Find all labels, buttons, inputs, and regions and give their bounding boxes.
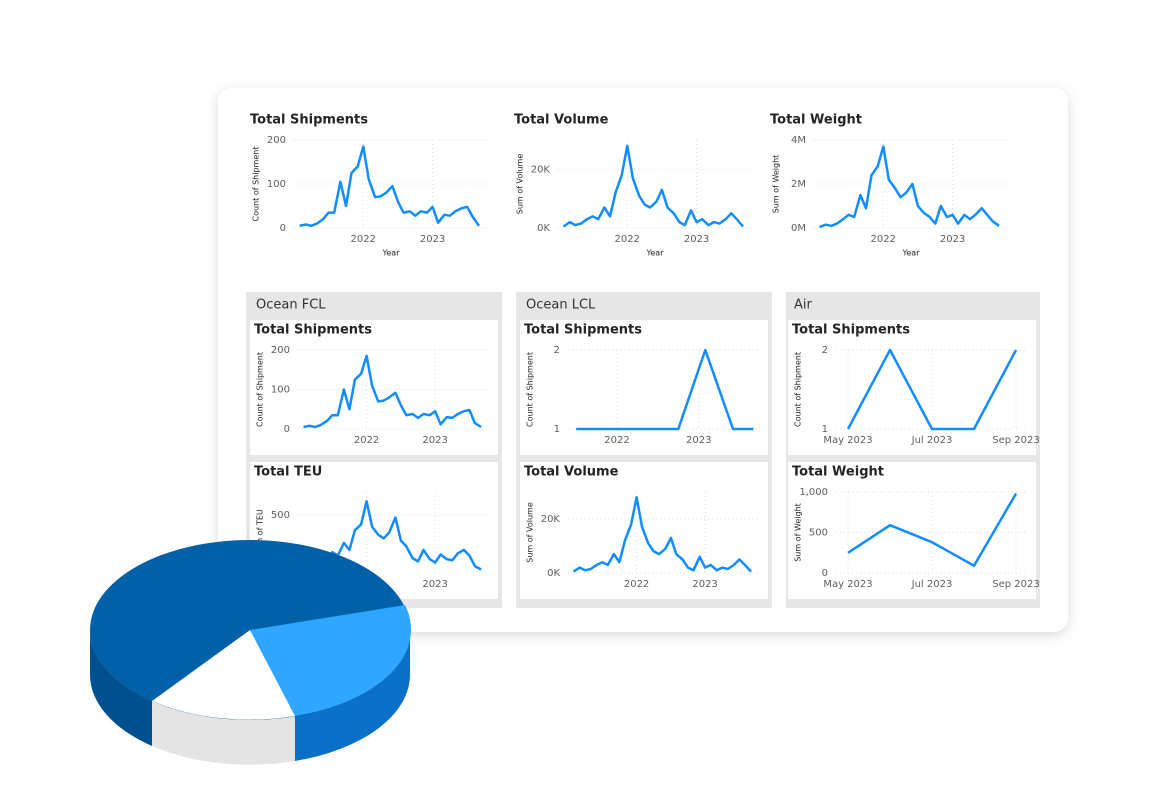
x-tick-label: 2022 xyxy=(871,234,896,245)
x-tick-label: 2023 xyxy=(684,234,709,245)
y-axis-title: Sum of TEU xyxy=(256,509,265,556)
x-tick-label: Sep 2023 xyxy=(992,435,1039,446)
data-line xyxy=(303,500,482,572)
y-tick-label: 1 xyxy=(822,424,828,435)
x-tick-label: 2023 xyxy=(420,234,445,245)
chart-title: Total Shipments xyxy=(254,323,372,338)
chart-card xyxy=(520,320,768,455)
pie-slice xyxy=(250,605,412,716)
x-tick-label: 2022 xyxy=(354,435,379,446)
y-tick-label: 100 xyxy=(271,385,290,396)
data-line xyxy=(847,492,1018,567)
y-tick-label: 2M xyxy=(791,179,806,190)
data-line xyxy=(299,145,481,228)
chart-title: Total Volume xyxy=(514,113,609,128)
chart-title: Total Weight xyxy=(792,465,884,480)
y-tick-label: 20K xyxy=(541,514,561,525)
y-tick-label: 1 xyxy=(554,424,560,435)
data-line xyxy=(819,145,1000,229)
y-tick-label: 100 xyxy=(267,179,286,190)
y-tick-label: 0 xyxy=(284,424,290,435)
x-tick-label: 2022 xyxy=(615,234,640,245)
data-line xyxy=(572,496,753,573)
y-axis-title: Sum of Weight xyxy=(772,155,781,214)
y-tick-label: 0K xyxy=(537,223,550,234)
y-axis-title: Count of Shipment xyxy=(794,352,803,427)
x-axis-title: Year xyxy=(902,249,921,258)
x-tick-label: 2022 xyxy=(604,435,629,446)
y-tick-label: 1,000 xyxy=(799,487,828,498)
x-tick-label: 2023 xyxy=(686,435,711,446)
x-tick-label: Jul 2023 xyxy=(911,435,953,446)
x-tick-label: 2023 xyxy=(692,579,717,590)
y-axis-title: Sum of Weight xyxy=(794,503,803,562)
x-tick-label: 2023 xyxy=(422,579,447,590)
data-line xyxy=(562,144,744,228)
y-axis-title: Sum of Volume xyxy=(526,502,535,563)
y-tick-label: 0 xyxy=(822,568,828,579)
y-tick-label: 2 xyxy=(554,345,560,356)
x-tick-label: 2023 xyxy=(940,234,965,245)
group-label: Ocean FCL xyxy=(256,298,326,313)
pie-side xyxy=(90,630,152,746)
pie-slice xyxy=(152,630,295,720)
data-line xyxy=(846,348,1018,431)
x-axis-title: Year xyxy=(382,249,401,258)
x-axis-title: Year xyxy=(646,249,665,258)
chart-title: Total Shipments xyxy=(792,323,910,338)
group-label: Air xyxy=(794,298,813,313)
y-tick-label: 0M xyxy=(791,223,806,234)
pie-side xyxy=(152,701,295,765)
data-line xyxy=(576,348,754,431)
y-tick-label: 200 xyxy=(267,135,286,146)
x-tick-label: Jul 2023 xyxy=(911,579,953,590)
pie-side xyxy=(295,630,410,761)
y-tick-label: 500 xyxy=(271,510,290,521)
y-axis-title: Count of Shipment xyxy=(252,147,261,222)
group-label: Ocean LCL xyxy=(526,298,596,313)
chart-title: Total TEU xyxy=(254,465,322,480)
x-tick-label: 2022 xyxy=(351,234,376,245)
x-tick-label: Sep 2023 xyxy=(992,579,1039,590)
x-tick-label: 2022 xyxy=(624,579,649,590)
chart-title: Total Weight xyxy=(770,113,862,128)
y-tick-label: 500 xyxy=(809,528,828,539)
y-axis-title: Count of Shipment xyxy=(256,352,265,427)
chart-title: Total Shipments xyxy=(524,323,642,338)
chart-title: Total Shipments xyxy=(250,113,368,128)
y-tick-label: 0K xyxy=(547,568,560,579)
chart-title: Total Volume xyxy=(524,465,619,480)
pie-illustration xyxy=(90,540,412,765)
y-axis-title: Count of Shipment xyxy=(526,352,535,427)
y-tick-label: 2 xyxy=(822,345,828,356)
y-tick-label: 20K xyxy=(531,164,551,175)
y-tick-label: 4M xyxy=(791,135,806,146)
y-tick-label: 200 xyxy=(271,345,290,356)
x-tick-label: May 2023 xyxy=(823,435,872,446)
y-tick-label: 0 xyxy=(280,223,286,234)
data-line xyxy=(303,354,482,429)
x-tick-label: May 2023 xyxy=(823,579,872,590)
y-axis-title: Sum of Volume xyxy=(516,154,525,215)
x-tick-label: 2023 xyxy=(422,435,447,446)
